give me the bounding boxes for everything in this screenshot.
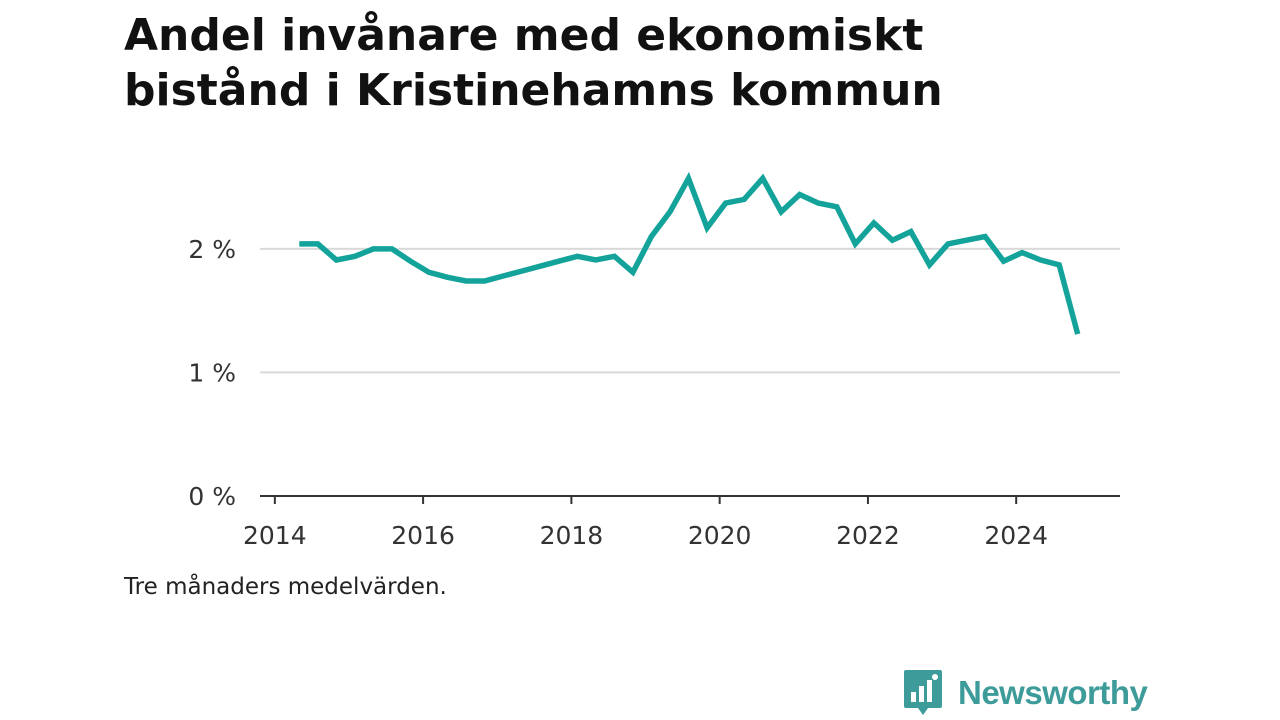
y-tick-label: 0 % [188, 482, 236, 511]
x-tick-label: 2024 [984, 521, 1048, 550]
x-tick-label: 2020 [688, 521, 752, 550]
y-tick-label: 2 % [188, 235, 236, 264]
y-tick-label: 1 % [188, 358, 236, 387]
chart-note: Tre månaders medelvärden. [124, 574, 447, 600]
x-tick-label: 2022 [836, 521, 900, 550]
x-tick-label: 2014 [243, 521, 307, 550]
chart-title: Andel invånare med ekonomiskt bistånd i … [124, 10, 943, 116]
newsworthy-logo-icon [904, 670, 942, 715]
x-tick-label: 2018 [540, 521, 604, 550]
brand-name: Newsworthy [958, 674, 1148, 711]
brand-logo: Newsworthy [902, 668, 1148, 718]
series-line [299, 171, 1081, 335]
x-tick-label: 2016 [391, 521, 455, 550]
